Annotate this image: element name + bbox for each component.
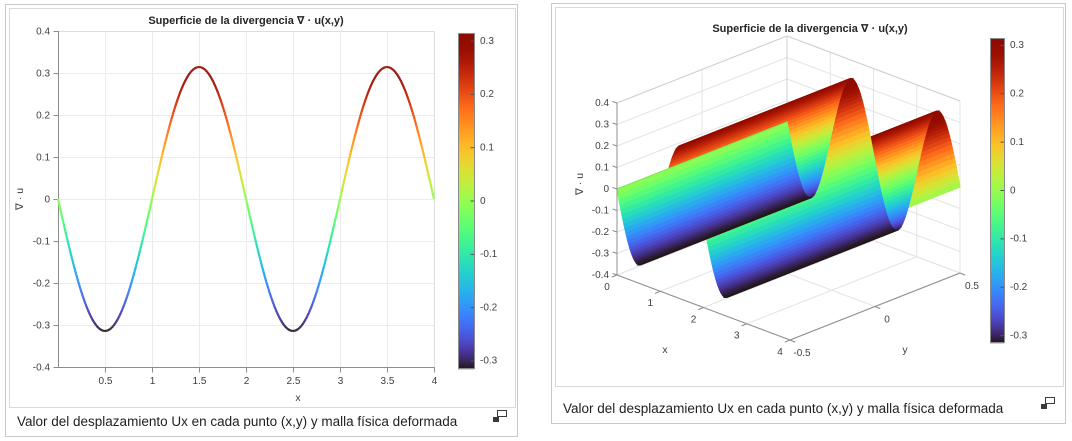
figure-panel-line: Valor del desplazamiento Ux en cada punt… xyxy=(5,4,518,437)
figure-area-line xyxy=(9,8,516,408)
open-figure-icon[interactable] xyxy=(1041,397,1055,409)
open-figure-icon[interactable] xyxy=(493,410,507,422)
figure-caption-row: Valor del desplazamiento Ux en cada punt… xyxy=(12,409,511,433)
figure-caption: Valor del desplazamiento Ux en cada punt… xyxy=(563,400,1004,416)
figure-caption: Valor del desplazamiento Ux en cada punt… xyxy=(17,413,458,429)
divergence-surface-chart[interactable] xyxy=(556,8,1063,386)
divergence-line-chart[interactable] xyxy=(10,9,515,407)
figure-panel-surface: Valor del desplazamiento Ux en cada punt… xyxy=(551,3,1066,424)
figure-area-surface xyxy=(555,7,1064,387)
figure-caption-row: Valor del desplazamiento Ux en cada punt… xyxy=(558,396,1059,420)
